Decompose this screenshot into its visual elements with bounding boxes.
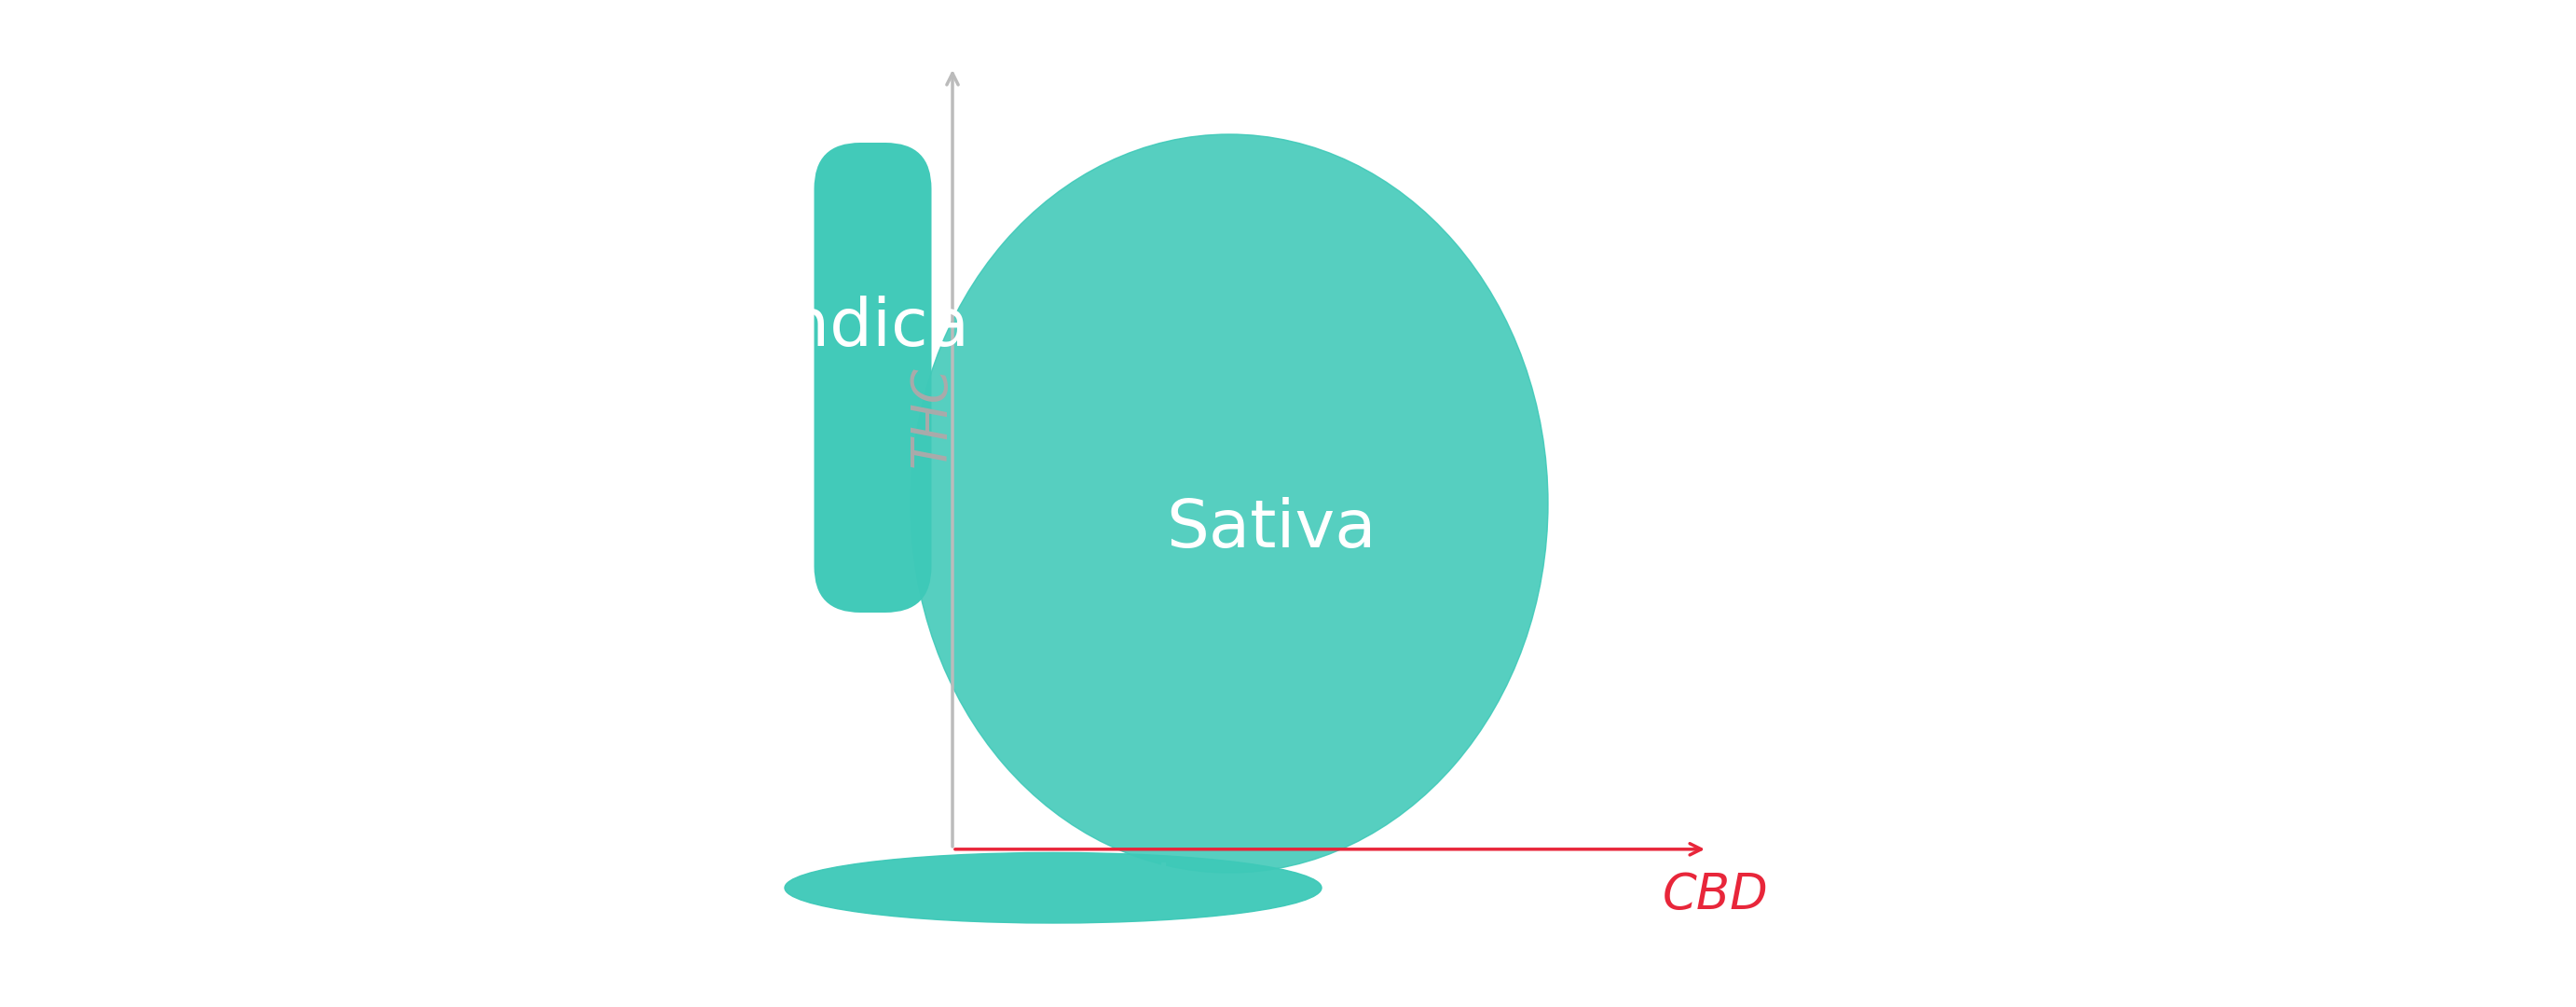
Text: Sativa: Sativa bbox=[1167, 496, 1376, 561]
Text: CBD: CBD bbox=[1662, 871, 1770, 919]
Ellipse shape bbox=[786, 853, 1321, 923]
Text: Ruderalis: Ruderalis bbox=[958, 863, 1198, 913]
Text: Indica: Indica bbox=[768, 295, 969, 359]
Text: THC: THC bbox=[907, 366, 956, 467]
Ellipse shape bbox=[909, 134, 1548, 873]
FancyBboxPatch shape bbox=[814, 143, 933, 612]
